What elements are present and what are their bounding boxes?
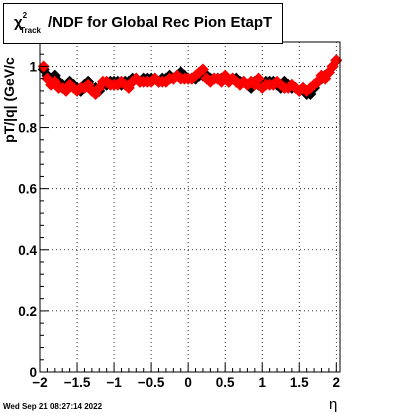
y-axis-label: pT/|q| (GeV/c (1, 57, 17, 143)
x-tick-label: −2 (32, 375, 47, 390)
chart-title: χ2 Track/NDF for Global Rec Pion EtapT (14, 11, 273, 35)
y-tick-label: 0.4 (18, 243, 37, 258)
title-rest: /NDF for Global Rec Pion EtapT (48, 14, 273, 31)
title-chi: χ (14, 14, 23, 31)
timestamp-footer: Wed Sep 21 08:27:14 2022 (3, 402, 103, 411)
x-tick-label: 1.5 (290, 375, 309, 390)
title-superscript: 2 (22, 11, 28, 20)
y-tick-label: 0.2 (18, 304, 37, 319)
chart-title-box: χ2 Track/NDF for Global Rec Pion EtapT (3, 3, 283, 44)
x-tick-label: 2 (333, 375, 341, 390)
y-tick-label: 0.6 (18, 182, 37, 197)
axis-ticks (39, 41, 337, 373)
y-tick-label: 0.8 (18, 121, 37, 136)
title-subscript: Track (20, 26, 41, 35)
data-point (252, 72, 265, 85)
data-point (196, 63, 209, 76)
x-tick-label: 0.5 (216, 375, 235, 390)
axis-tick-labels: −2 −1.5 −1 −0.5 0 0.5 1 1.5 2 0 0.2 0.4 0.6 0.8 1 (18, 59, 340, 390)
x-axis-label: η (329, 396, 338, 413)
x-tick-label: −0.5 (138, 375, 165, 390)
x-tick-label: −1 (106, 375, 122, 390)
x-tick-label: 0 (184, 375, 192, 390)
x-tick-label: 1 (258, 375, 266, 390)
y-tick-label: 0 (29, 365, 37, 380)
x-tick-label: −1.5 (64, 375, 91, 390)
y-tick-label: 1 (29, 59, 37, 74)
data-point (330, 54, 343, 67)
data-series (37, 54, 343, 100)
